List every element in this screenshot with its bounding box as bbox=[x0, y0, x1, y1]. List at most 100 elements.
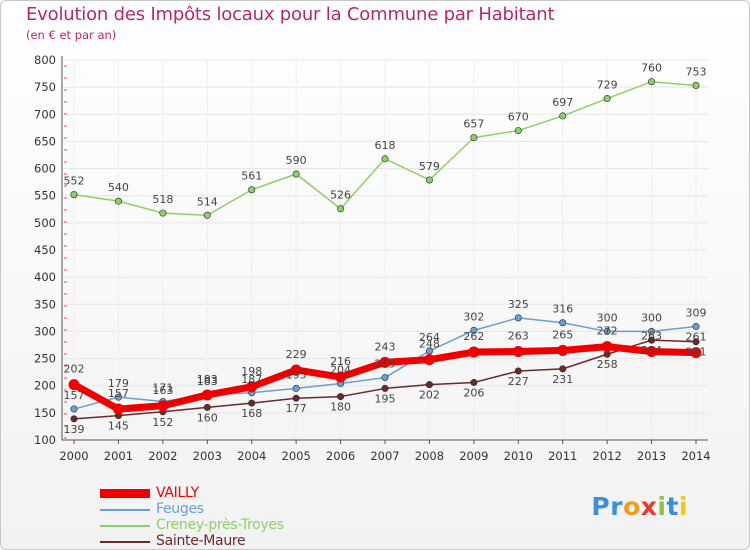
data-label: 284 bbox=[641, 344, 662, 357]
data-label: 729 bbox=[597, 79, 618, 92]
x-tick-label: 2007 bbox=[370, 449, 399, 463]
data-label: 160 bbox=[197, 411, 218, 424]
x-tick-label: 2014 bbox=[681, 449, 710, 463]
data-point bbox=[648, 78, 656, 86]
data-point bbox=[514, 127, 522, 135]
data-point bbox=[692, 323, 700, 331]
data-point bbox=[337, 205, 345, 213]
data-point bbox=[159, 209, 167, 217]
y-tick-label: 500 bbox=[34, 216, 56, 230]
data-point bbox=[68, 379, 80, 391]
data-point bbox=[292, 384, 300, 392]
data-label: 540 bbox=[108, 181, 129, 194]
data-label: 300 bbox=[641, 311, 662, 324]
data-point bbox=[470, 134, 478, 142]
data-label: 243 bbox=[375, 340, 396, 353]
data-label: 229 bbox=[286, 348, 307, 361]
data-label: 514 bbox=[197, 195, 218, 208]
data-label: 263 bbox=[508, 330, 529, 343]
data-point bbox=[646, 346, 658, 358]
data-label: 264 bbox=[419, 331, 440, 344]
data-point bbox=[514, 367, 522, 375]
y-tick-label: 550 bbox=[34, 189, 56, 203]
data-label: 552 bbox=[64, 175, 85, 188]
data-label: 281 bbox=[686, 346, 707, 359]
x-tick-label: 2003 bbox=[193, 449, 222, 463]
data-label: 300 bbox=[597, 311, 618, 324]
data-point bbox=[603, 95, 611, 103]
x-tick-label: 2013 bbox=[637, 449, 666, 463]
data-label: 258 bbox=[597, 358, 618, 371]
data-point bbox=[201, 389, 213, 401]
data-point bbox=[112, 403, 124, 415]
data-point bbox=[290, 364, 302, 376]
data-label: 157 bbox=[64, 389, 85, 402]
y-tick-label: 650 bbox=[34, 134, 56, 148]
data-point bbox=[470, 326, 478, 334]
y-tick-label: 400 bbox=[34, 270, 56, 284]
data-point bbox=[690, 347, 702, 359]
y-tick-label: 700 bbox=[34, 107, 56, 121]
data-label: 204 bbox=[330, 364, 351, 377]
data-point bbox=[559, 319, 567, 327]
data-point bbox=[692, 338, 700, 346]
data-label: 195 bbox=[286, 368, 307, 381]
data-label: 248 bbox=[419, 338, 440, 351]
data-label: 316 bbox=[552, 303, 573, 316]
data-label: 561 bbox=[241, 170, 262, 183]
data-point bbox=[292, 394, 300, 402]
data-label: 272 bbox=[597, 325, 618, 338]
legend-swatch-sainte-maure bbox=[100, 541, 150, 543]
data-point bbox=[248, 186, 256, 194]
data-label: 187 bbox=[241, 373, 262, 386]
data-point bbox=[203, 403, 211, 411]
data-point bbox=[114, 197, 122, 205]
data-point bbox=[70, 405, 78, 413]
data-label: 262 bbox=[463, 330, 484, 343]
x-tick-label: 2004 bbox=[237, 449, 266, 463]
data-label: 518 bbox=[152, 193, 173, 206]
data-label: 265 bbox=[552, 328, 573, 341]
data-label: 139 bbox=[64, 423, 85, 436]
legend-label-sainte-maure: Sainte-Maure bbox=[156, 533, 246, 549]
data-point bbox=[470, 378, 478, 386]
chart-title: Evolution des Impôts locaux pour la Comm… bbox=[26, 4, 555, 25]
data-point bbox=[114, 393, 122, 401]
data-label: 206 bbox=[463, 386, 484, 399]
data-label: 760 bbox=[641, 62, 662, 75]
data-point bbox=[559, 365, 567, 373]
data-point bbox=[292, 170, 300, 178]
x-tick-label: 2006 bbox=[326, 449, 355, 463]
data-point bbox=[559, 112, 567, 120]
data-label: 177 bbox=[286, 402, 307, 415]
y-tick-label: 800 bbox=[34, 53, 56, 67]
data-label: 157 bbox=[108, 387, 129, 400]
data-label: 526 bbox=[330, 189, 351, 202]
data-label: 579 bbox=[419, 160, 440, 173]
data-label: 670 bbox=[508, 111, 529, 124]
data-label: 179 bbox=[108, 377, 129, 390]
data-label: 168 bbox=[241, 407, 262, 420]
x-tick-label: 2008 bbox=[415, 449, 444, 463]
data-point bbox=[425, 381, 433, 389]
y-tick-label: 750 bbox=[34, 80, 56, 94]
data-point bbox=[381, 155, 389, 163]
data-label: 618 bbox=[375, 139, 396, 152]
x-tick-label: 2011 bbox=[548, 449, 577, 463]
data-label: 231 bbox=[552, 373, 573, 386]
data-point bbox=[514, 314, 522, 322]
data-label: 202 bbox=[419, 389, 440, 402]
data-point bbox=[512, 346, 524, 358]
data-point bbox=[379, 356, 391, 368]
data-label: 261 bbox=[686, 331, 707, 344]
data-point bbox=[157, 400, 169, 412]
data-point bbox=[648, 336, 656, 344]
y-tick-label: 200 bbox=[34, 379, 56, 393]
data-label: 152 bbox=[152, 416, 173, 429]
legend-swatch-vailly bbox=[100, 489, 150, 498]
data-label: 325 bbox=[508, 298, 529, 311]
legend-label-feuges: Feuges bbox=[156, 501, 204, 517]
data-label: 183 bbox=[197, 373, 218, 386]
data-label: 145 bbox=[108, 420, 129, 433]
data-label: 171 bbox=[152, 381, 173, 394]
